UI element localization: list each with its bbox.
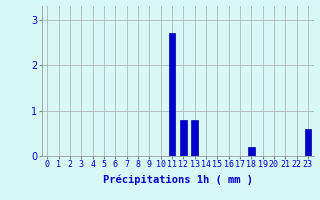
Bar [180, 120, 187, 156]
Bar [248, 147, 255, 156]
Bar [169, 33, 175, 156]
Bar [305, 129, 311, 156]
Bar [191, 120, 198, 156]
X-axis label: Précipitations 1h ( mm ): Précipitations 1h ( mm ) [103, 175, 252, 185]
